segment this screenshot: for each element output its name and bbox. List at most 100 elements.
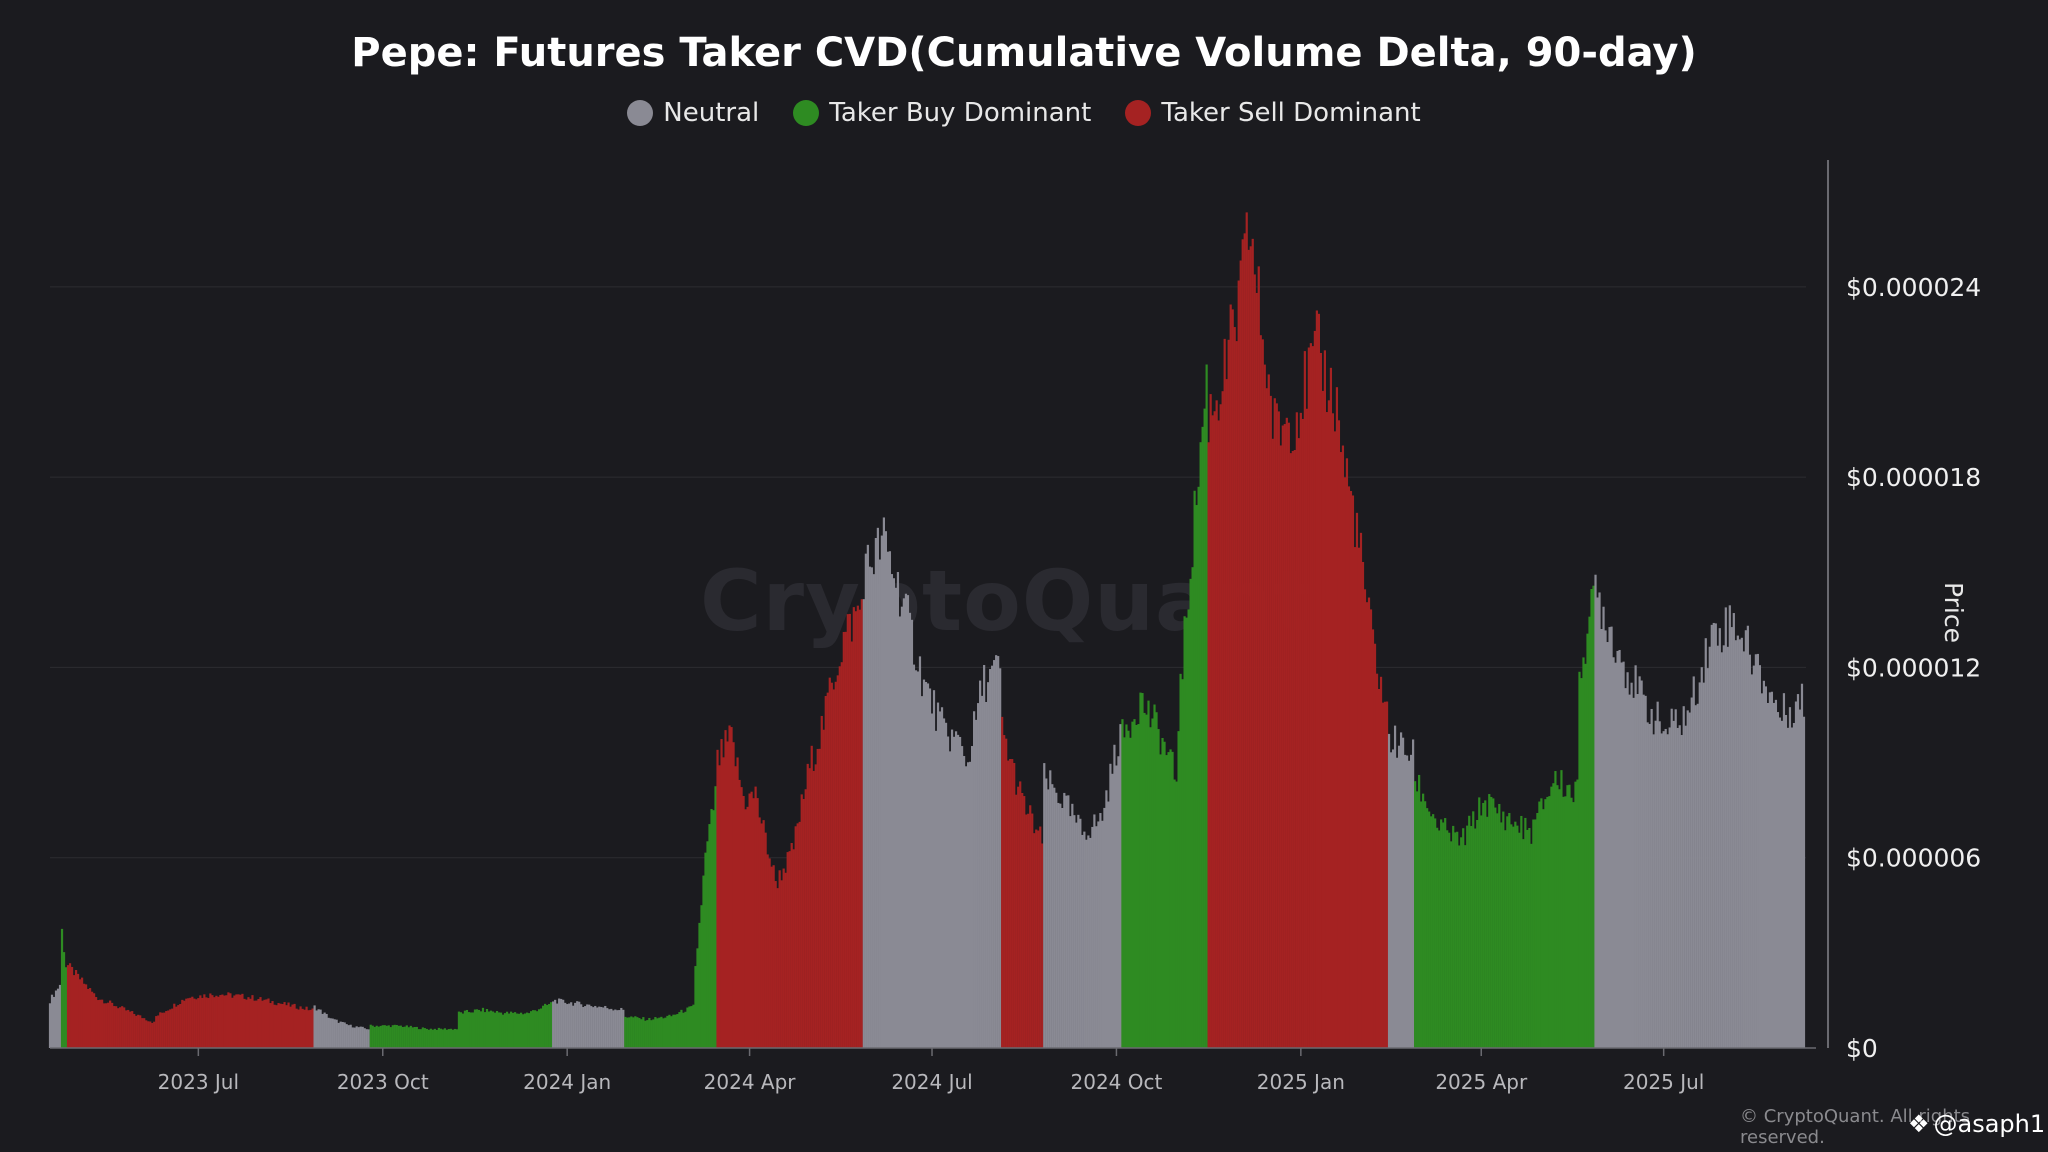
cvd-bar-neutral (956, 734, 960, 1048)
cvd-bar-sell (205, 997, 208, 1048)
cvd-bar-sell (1001, 716, 1004, 1048)
cvd-bar-buy (511, 1012, 515, 1048)
cvd-bar-neutral (1634, 665, 1637, 1048)
cvd-bar-neutral (1786, 727, 1790, 1048)
cvd-bar-buy (463, 1010, 467, 1048)
cvd-bar-buy (640, 1019, 643, 1048)
cvd-bar-sell (243, 998, 246, 1048)
cvd-bar-neutral (1053, 787, 1056, 1048)
cvd-bar-sell (123, 1007, 126, 1048)
cvd-bar-sell (99, 999, 102, 1048)
legend-item-buy[interactable]: Taker Buy Dominant (793, 98, 1091, 128)
cvd-bar-buy (1496, 813, 1499, 1048)
cvd-bar-buy (690, 1006, 693, 1048)
cvd-bar-neutral (1101, 820, 1104, 1048)
cvd-bar-neutral (1081, 834, 1084, 1048)
cvd-bar-sell (271, 1001, 274, 1048)
cvd-bar-neutral (1744, 630, 1747, 1048)
cvd-bar-buy (475, 1009, 479, 1048)
cvd-bar-neutral (1774, 699, 1778, 1048)
cvd-bar-sell (175, 1006, 178, 1048)
cvd-bar-sell (1349, 490, 1353, 1048)
cvd-bar-buy (1197, 486, 1200, 1048)
cvd-bar-sell (734, 766, 737, 1048)
cvd-bar-buy (1542, 809, 1545, 1048)
author-handle: ❖ @asaph1 (1908, 1110, 2045, 1138)
cvd-bar-buy (1514, 821, 1517, 1048)
cvd-bar-buy (660, 1016, 663, 1048)
cvd-bar-sell (68, 963, 72, 1048)
cvd-bar-neutral (1694, 705, 1697, 1048)
cvd-bar-sell (1013, 762, 1016, 1048)
cvd-bar-buy (668, 1014, 671, 1048)
cvd-bar-neutral (355, 1026, 358, 1048)
cvd-bar-buy (678, 1012, 681, 1048)
cvd-bar-buy (443, 1028, 446, 1048)
cvd-bar-sell (1241, 239, 1244, 1049)
cvd-bar-neutral (1688, 712, 1691, 1048)
cvd-bar-sell (1009, 758, 1012, 1048)
legend-item-neutral[interactable]: Neutral (627, 98, 759, 128)
cvd-bar-neutral (347, 1025, 350, 1048)
cvd-bar-buy (1580, 678, 1583, 1048)
cvd-bar-sell (1289, 453, 1292, 1048)
cvd-bar-neutral (954, 731, 958, 1048)
legend-item-sell[interactable]: Taker Sell Dominant (1125, 98, 1421, 128)
cvd-bar-buy (465, 1009, 469, 1048)
cvd-bar-buy (505, 1011, 509, 1048)
cvd-bar-neutral (600, 1006, 603, 1048)
cvd-bar-neutral (1622, 661, 1625, 1048)
x-tick-label: 2025 Jul (1623, 1070, 1704, 1094)
cvd-bar-neutral (1722, 645, 1725, 1048)
cvd-bar-neutral (1405, 755, 1409, 1048)
chart-legend[interactable]: Neutral Taker Buy Dominant Taker Sell Do… (0, 98, 2048, 128)
cvd-bar-buy (714, 786, 717, 1048)
cvd-bar-neutral (878, 559, 881, 1048)
cvd-bar-neutral (1790, 727, 1794, 1048)
x-tick-label: 2024 Oct (1071, 1070, 1163, 1094)
cvd-bar-neutral (1754, 654, 1757, 1048)
cvd-bar-buy (1474, 828, 1477, 1048)
cvd-bar-neutral (361, 1026, 364, 1048)
cvd-bar-neutral (556, 1003, 559, 1048)
cvd-bar-neutral (1800, 683, 1804, 1048)
cvd-bar-neutral (886, 551, 890, 1048)
cvd-bar-neutral (1079, 818, 1082, 1048)
cvd-bar-sell (203, 994, 206, 1048)
cvd-bar-buy (1532, 819, 1535, 1048)
cvd-bar-neutral (604, 1005, 607, 1048)
cvd-bar-buy (499, 1012, 503, 1048)
cvd-bar-sell (834, 681, 837, 1048)
cvd-bar-sell (822, 729, 825, 1048)
cvd-bar-sell (1377, 689, 1381, 1048)
cvd-bar-sell (1327, 400, 1331, 1049)
cvd-bar-neutral (916, 671, 920, 1048)
cvd-bar-sell (740, 787, 743, 1048)
cvd-bar-buy (1516, 825, 1519, 1048)
cvd-bar-neutral (864, 553, 867, 1048)
cvd-bar-neutral (1616, 650, 1619, 1048)
cvd-bar-buy (385, 1025, 388, 1048)
cvd-bar-neutral (1117, 756, 1120, 1048)
cvd-bar-neutral (932, 690, 936, 1048)
cvd-bar-neutral (1712, 622, 1715, 1048)
cvd-bar-neutral (594, 1005, 597, 1048)
cvd-bar-neutral (1650, 708, 1653, 1048)
cvd-bar-buy (477, 1009, 481, 1048)
cvd-bar-neutral (574, 1002, 577, 1048)
cvd-bar-sell (750, 791, 753, 1048)
cvd-bar-buy (1157, 729, 1160, 1048)
cvd-bar-buy (1548, 796, 1551, 1048)
cvd-bar-neutral (323, 1012, 326, 1048)
cvd-bar-neutral (896, 572, 900, 1048)
y-tick-label: $0.000018 (1846, 463, 1981, 492)
cvd-bar-neutral (1618, 649, 1621, 1048)
cvd-bar-sell (251, 995, 254, 1048)
cvd-bar-sell (70, 966, 74, 1048)
cvd-bar-buy (421, 1027, 424, 1048)
cvd-bar-buy (447, 1029, 451, 1048)
cvd-bar-neutral (894, 587, 898, 1048)
cvd-bar-neutral (365, 1029, 368, 1048)
cvd-bar-buy (1446, 830, 1449, 1048)
cvd-bar-sell (209, 993, 212, 1048)
